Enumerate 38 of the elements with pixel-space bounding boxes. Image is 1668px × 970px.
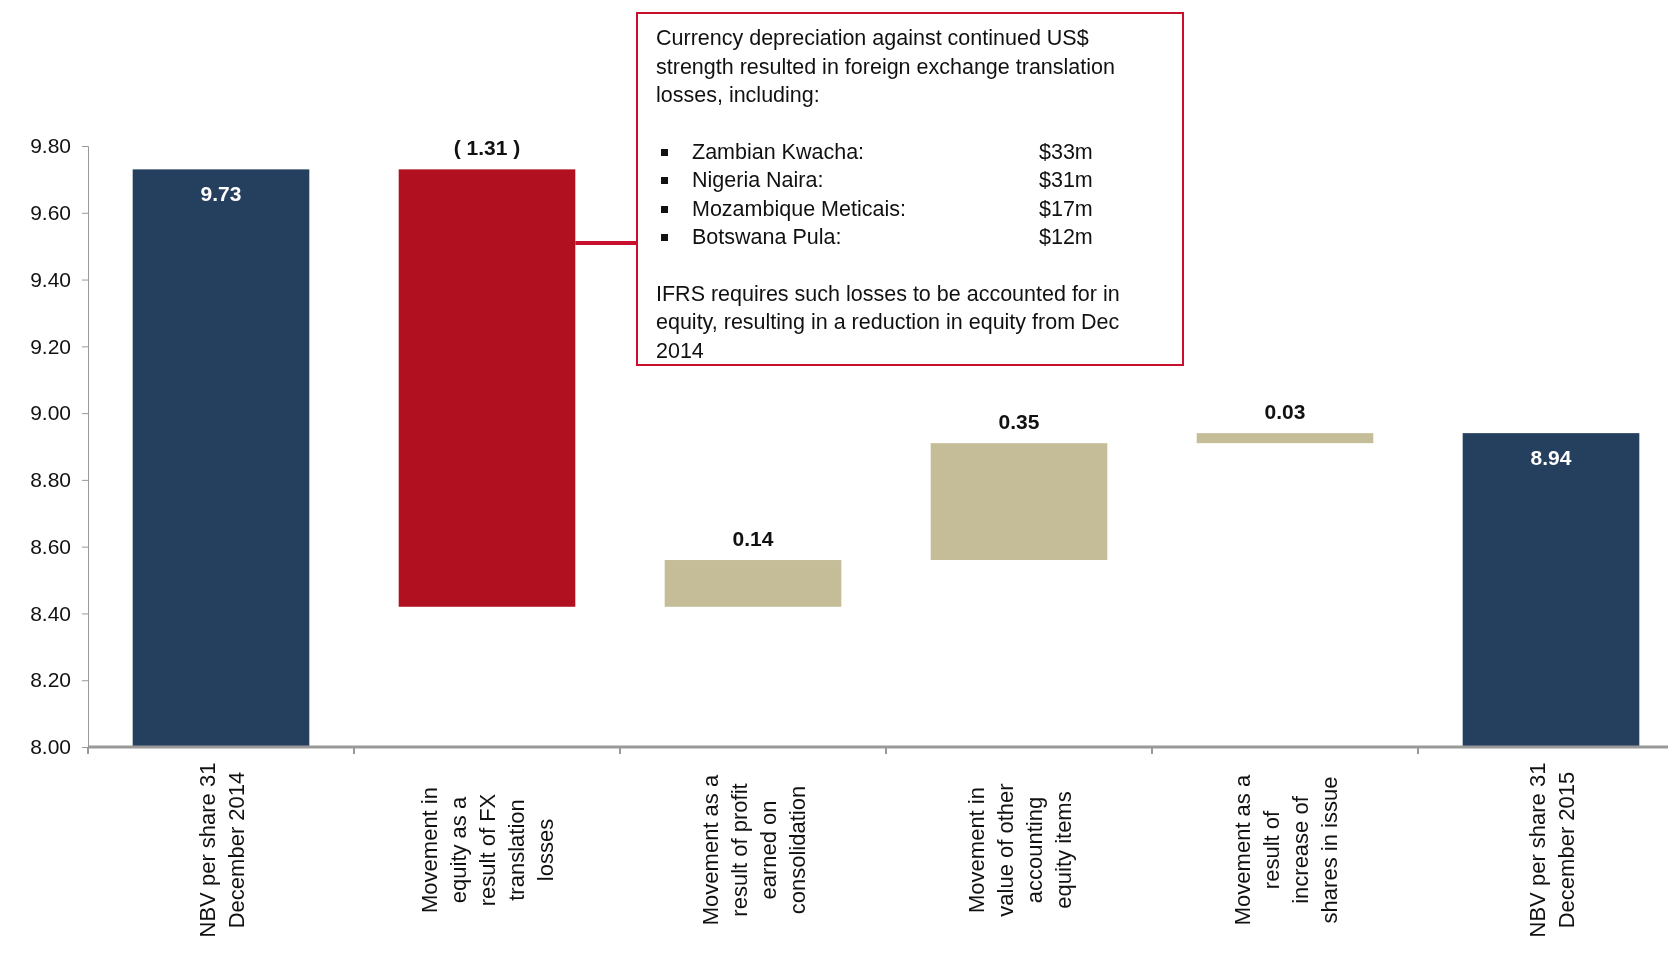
- y-tick-label: 9.60: [30, 201, 71, 224]
- bar: [1462, 433, 1640, 747]
- y-tick-label: 8.00: [30, 735, 71, 759]
- y-tick-label: 8.20: [30, 668, 71, 692]
- data-label: 0.03: [1264, 400, 1306, 424]
- annotation: Nigeria Naira:: [692, 168, 824, 192]
- bar: [1196, 433, 1374, 444]
- y-tick-label: 9.80: [30, 134, 71, 158]
- y-tick-label: 8.80: [30, 468, 71, 492]
- y-tick-label: 8.60: [30, 534, 71, 558]
- annotation: Botswana Pula:: [692, 225, 842, 249]
- data-label: ( 1.31 ): [453, 136, 521, 160]
- y-tick-label: 8.40: [30, 601, 71, 625]
- x-tick-label: Movement in value of other accounting equity items: [963, 783, 1076, 917]
- bar: [132, 169, 310, 747]
- annotation: Zambian Kwacha:: [692, 139, 865, 164]
- annotation: Mozambique Meticais:: [692, 196, 906, 221]
- x-tick-label: NBV per share 31 December 2015: [1524, 762, 1579, 938]
- annotation: IFRS requires such losses to be accounted for in equity, resulting in a reduction in equity from Dec 2014: [656, 280, 1121, 365]
- text: Currency depreciation against continued US$ strength resulted in foreign exchange translation losses, including:: [656, 26, 1115, 107]
- annotation: $33m: [1039, 138, 1093, 166]
- bar: [664, 560, 842, 607]
- data-label: 0.14: [732, 527, 774, 551]
- annotation: $12m: [1039, 224, 1093, 251]
- x-tick-label: Movement in equity as a result of FX translation losses: [417, 787, 558, 913]
- x-tick-label: NBV per share 31 December 2014: [194, 762, 249, 938]
- annotation: $17m: [1039, 195, 1093, 223]
- y-tick-label: 9.20: [30, 334, 71, 358]
- x-tick-label: Movement as a result of profit earned on consolidation: [697, 774, 810, 926]
- data-label: 0.35: [998, 410, 1040, 434]
- bar: [930, 443, 1108, 561]
- x-tick-label: Movement as a result of increase of shares in issue: [1229, 774, 1342, 926]
- annotation: $31m: [1039, 167, 1093, 194]
- bar: [398, 169, 576, 607]
- data-label: 9.73: [200, 182, 242, 206]
- y-tick-label: 9.00: [30, 401, 71, 425]
- y-tick-label: 9.40: [30, 267, 71, 291]
- data-label: 8.94: [1530, 446, 1572, 470]
